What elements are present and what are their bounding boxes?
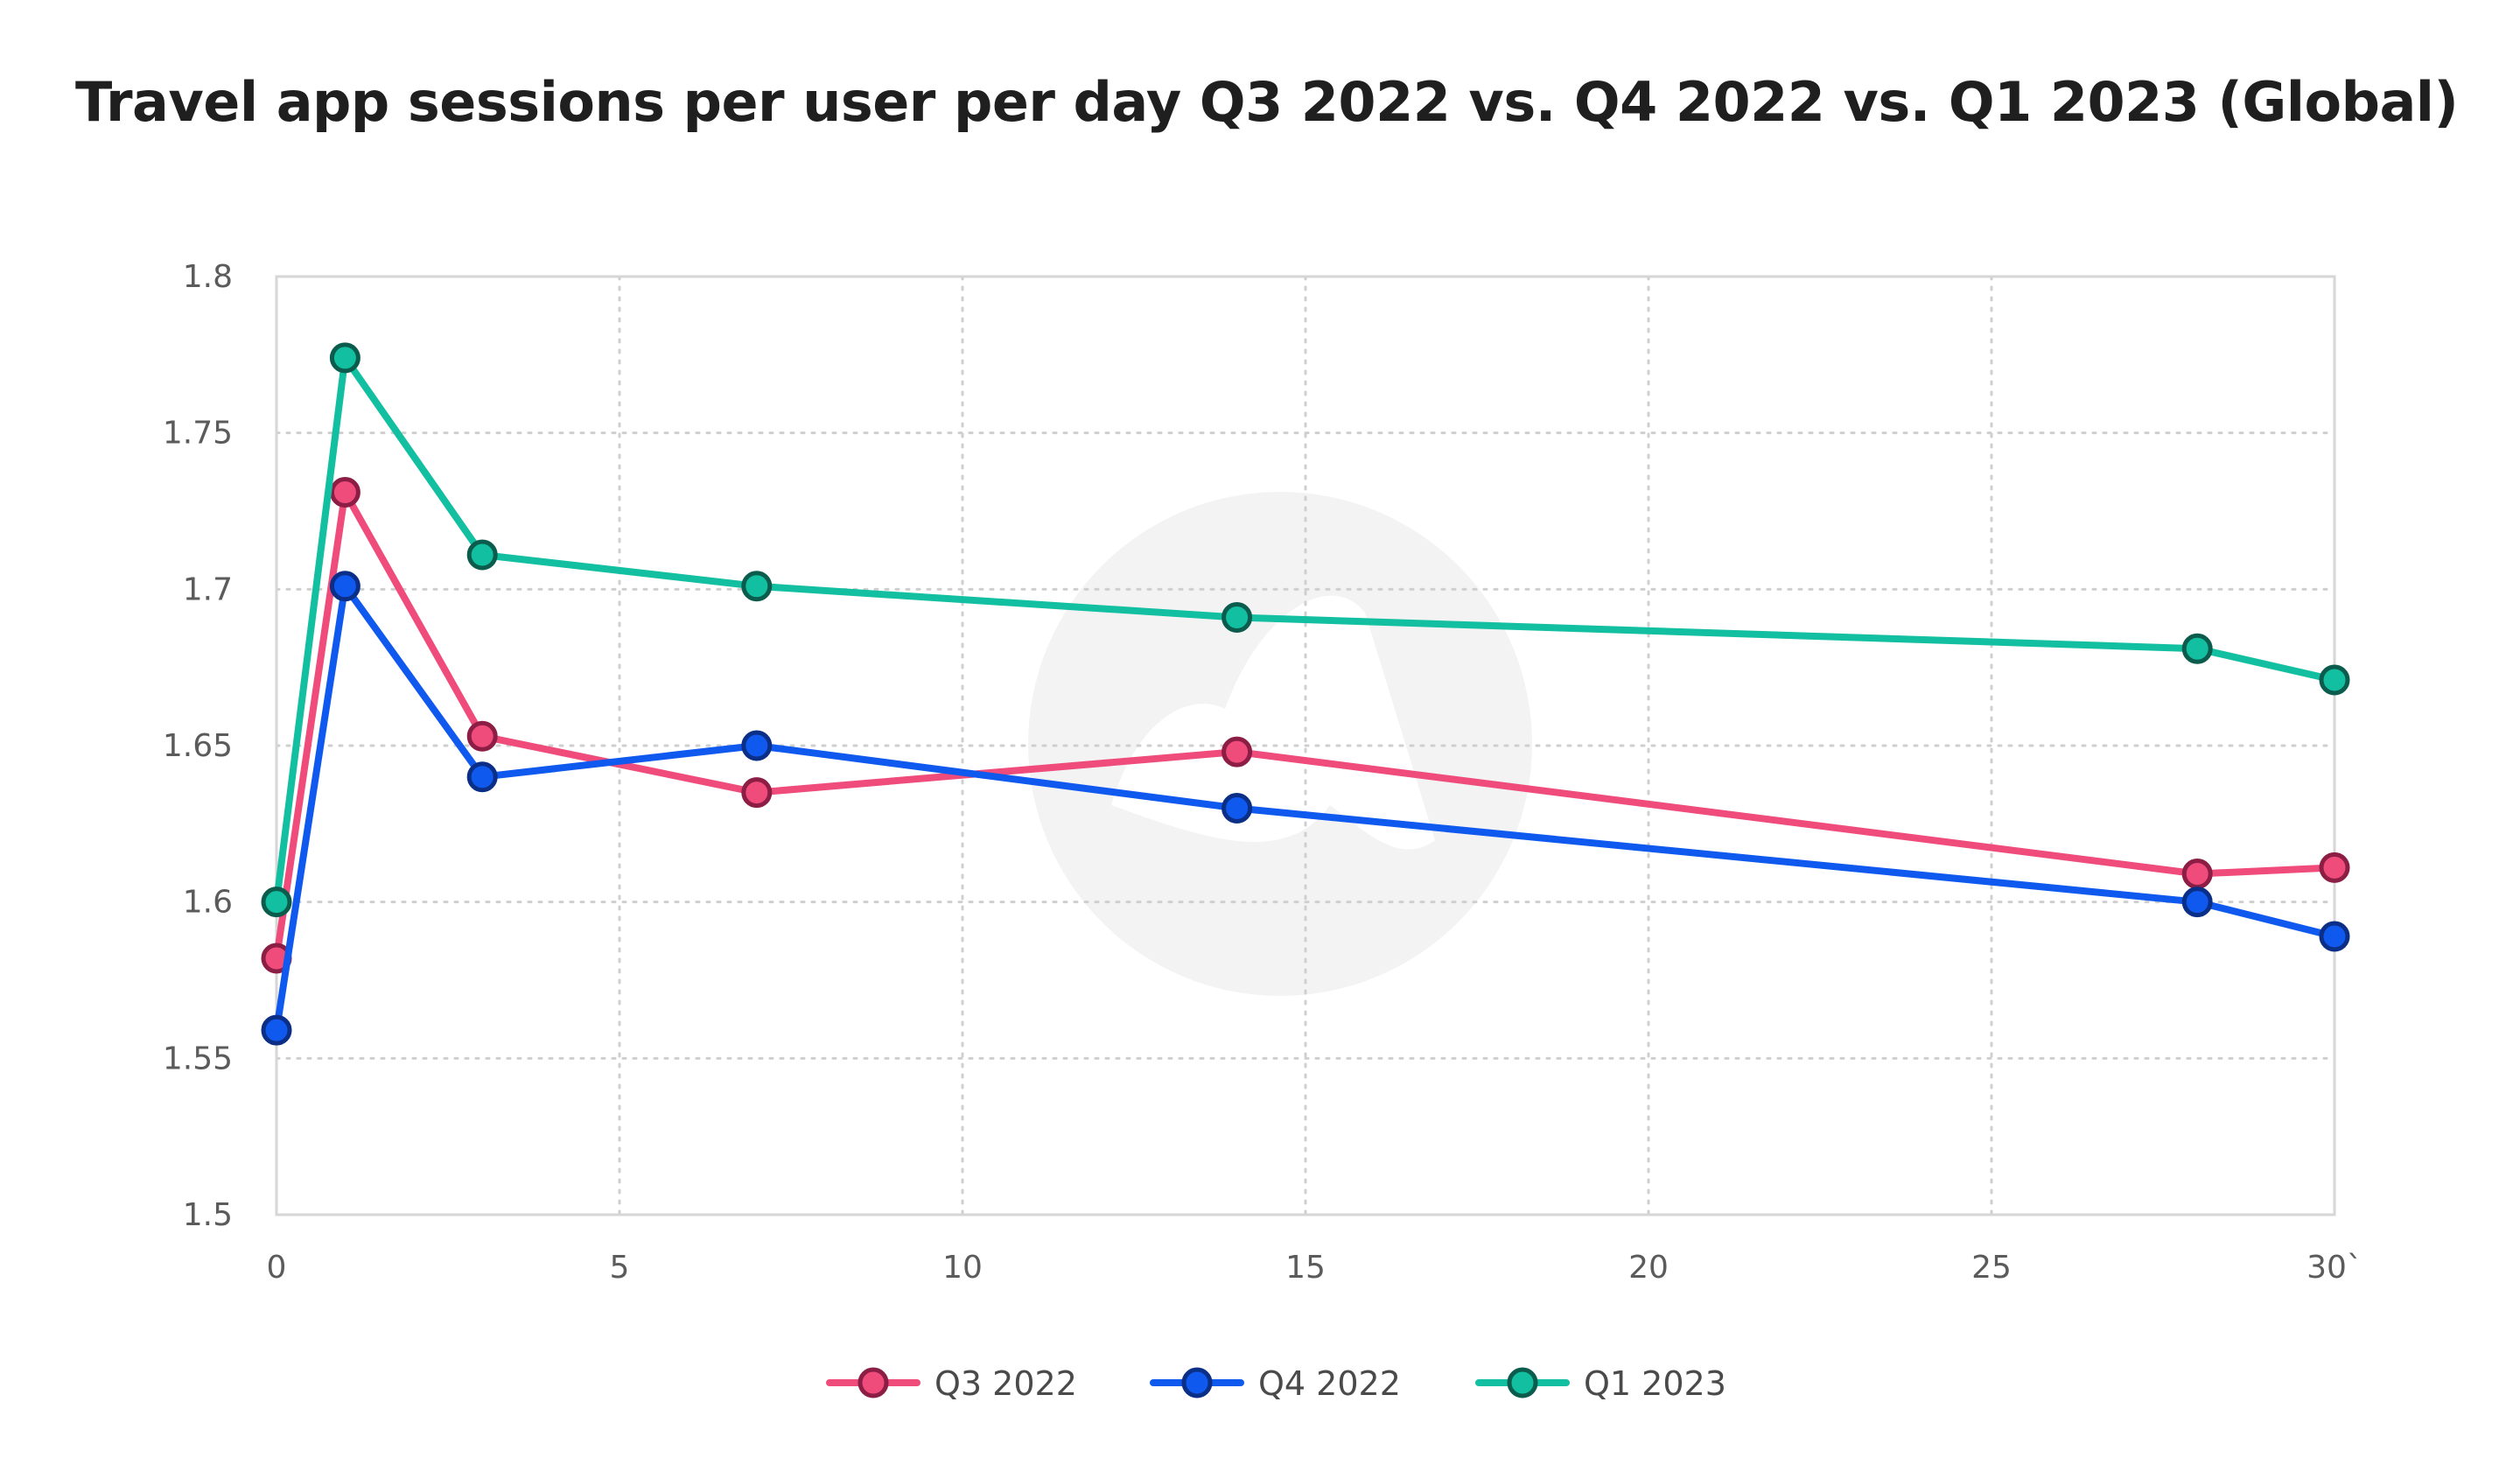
data-point-q3-2022[interactable] — [329, 477, 360, 508]
data-point-q1-2023[interactable] — [741, 571, 773, 602]
y-tick-label: 1.5 — [183, 1197, 233, 1233]
data-point-q1-2023[interactable] — [329, 342, 360, 374]
legend-swatch-marker — [1181, 1367, 1213, 1398]
x-tick-label: 10 — [942, 1250, 983, 1286]
series-q3-2022 — [261, 477, 2350, 974]
series-q1-2023 — [261, 342, 2350, 918]
watermark-logo — [1028, 492, 1532, 996]
axes: 1.5 1.55 1.6 1.65 1.7 1.75 1.8 0 5 10 15 20 25 30` — [163, 259, 2362, 1286]
data-point-q4-2022[interactable] — [261, 1014, 292, 1046]
data-point-q3-2022[interactable] — [741, 777, 773, 809]
data-point-q1-2023[interactable] — [1222, 601, 1253, 633]
data-point-q1-2023[interactable] — [466, 539, 498, 571]
legend-item-q4-2022[interactable]: Q4 2022 — [1150, 1364, 1401, 1403]
legend-swatch-marker — [1507, 1367, 1538, 1398]
series-group — [261, 342, 2350, 1046]
x-tick-label: 0 — [267, 1250, 287, 1286]
plot-frame — [275, 275, 2336, 1216]
data-point-q1-2023[interactable] — [2319, 664, 2350, 696]
data-point-q3-2022[interactable] — [1222, 736, 1253, 768]
y-tick-label: 1.6 — [183, 885, 233, 921]
data-point-q4-2022[interactable] — [741, 730, 773, 761]
data-point-q1-2023[interactable] — [261, 887, 292, 918]
y-tick-label: 1.65 — [163, 728, 233, 764]
chart-title: Travel app sessions per user per day Q3 … — [75, 70, 2459, 134]
x-tick-label: 5 — [610, 1250, 630, 1286]
legend: Q3 2022 Q4 2022 Q1 2023 — [826, 1364, 1726, 1403]
data-point-q4-2022[interactable] — [466, 761, 498, 793]
data-point-q3-2022[interactable] — [2181, 859, 2213, 890]
legend-label: Q1 2023 — [1584, 1364, 1726, 1403]
y-tick-label: 1.7 — [183, 571, 233, 607]
data-point-q4-2022[interactable] — [2319, 921, 2350, 952]
x-tick-label: 20 — [1628, 1250, 1669, 1286]
x-tick-label: 25 — [1971, 1250, 2012, 1286]
legend-label: Q4 2022 — [1258, 1364, 1401, 1403]
x-tick-label: 30` — [2306, 1250, 2362, 1286]
data-point-q4-2022[interactable] — [1222, 792, 1253, 824]
legend-label: Q3 2022 — [934, 1364, 1077, 1403]
data-point-q4-2022[interactable] — [329, 571, 360, 602]
x-tick-label: 15 — [1285, 1250, 1326, 1286]
data-point-q3-2022[interactable] — [466, 720, 498, 752]
data-point-q4-2022[interactable] — [2181, 887, 2213, 918]
grid — [275, 275, 2336, 1216]
data-point-q3-2022[interactable] — [2319, 852, 2350, 883]
y-tick-label: 1.55 — [163, 1041, 233, 1076]
legend-swatch-marker — [858, 1367, 889, 1398]
legend-item-q3-2022[interactable]: Q3 2022 — [826, 1364, 1077, 1403]
y-tick-label: 1.75 — [163, 416, 233, 452]
legend-item-q1-2023[interactable]: Q1 2023 — [1475, 1364, 1726, 1403]
y-tick-label: 1.8 — [183, 259, 233, 295]
series-q4-2022 — [261, 571, 2350, 1046]
data-point-q1-2023[interactable] — [2181, 633, 2213, 664]
